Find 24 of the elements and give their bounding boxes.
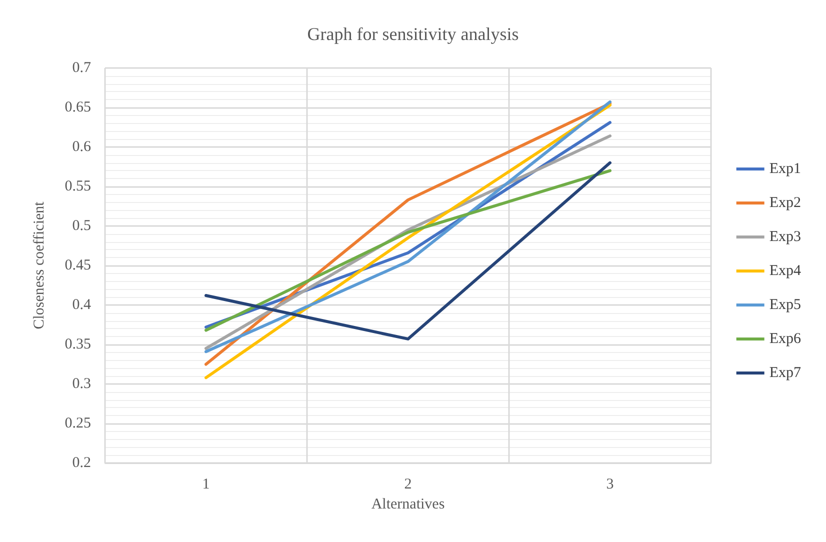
- y-tick-label: 0.25: [64, 416, 91, 432]
- y-tick-label: 0.3: [72, 376, 91, 392]
- legend-label: Exp1: [769, 161, 802, 177]
- x-tick-label: 3: [606, 476, 614, 492]
- legend-label: Exp5: [769, 297, 802, 313]
- legend-label: Exp6: [769, 331, 802, 347]
- y-tick-label: 0.45: [64, 258, 91, 274]
- y-tick-label: 0.65: [64, 100, 91, 116]
- y-tick-label: 0.4: [72, 297, 92, 313]
- legend-label: Exp4: [769, 263, 802, 279]
- y-tick-label: 0.55: [64, 178, 91, 194]
- legend-label: Exp2: [769, 195, 802, 211]
- chart-title: Graph for sensitivity analysis: [307, 24, 519, 44]
- legend-label: Exp7: [769, 365, 802, 381]
- y-tick-label: 0.5: [72, 218, 91, 234]
- y-axis-title: Closeness coefficient: [32, 200, 48, 330]
- y-tick-label: 0.35: [64, 336, 91, 352]
- y-tick-label: 0.7: [72, 60, 92, 76]
- x-axis-title: Alternatives: [371, 496, 445, 512]
- y-tick-label: 0.2: [72, 455, 91, 471]
- y-tick-label: 0.6: [72, 139, 92, 155]
- x-tick-label: 1: [202, 476, 210, 492]
- legend-label: Exp3: [769, 229, 802, 245]
- x-tick-label: 2: [404, 476, 412, 492]
